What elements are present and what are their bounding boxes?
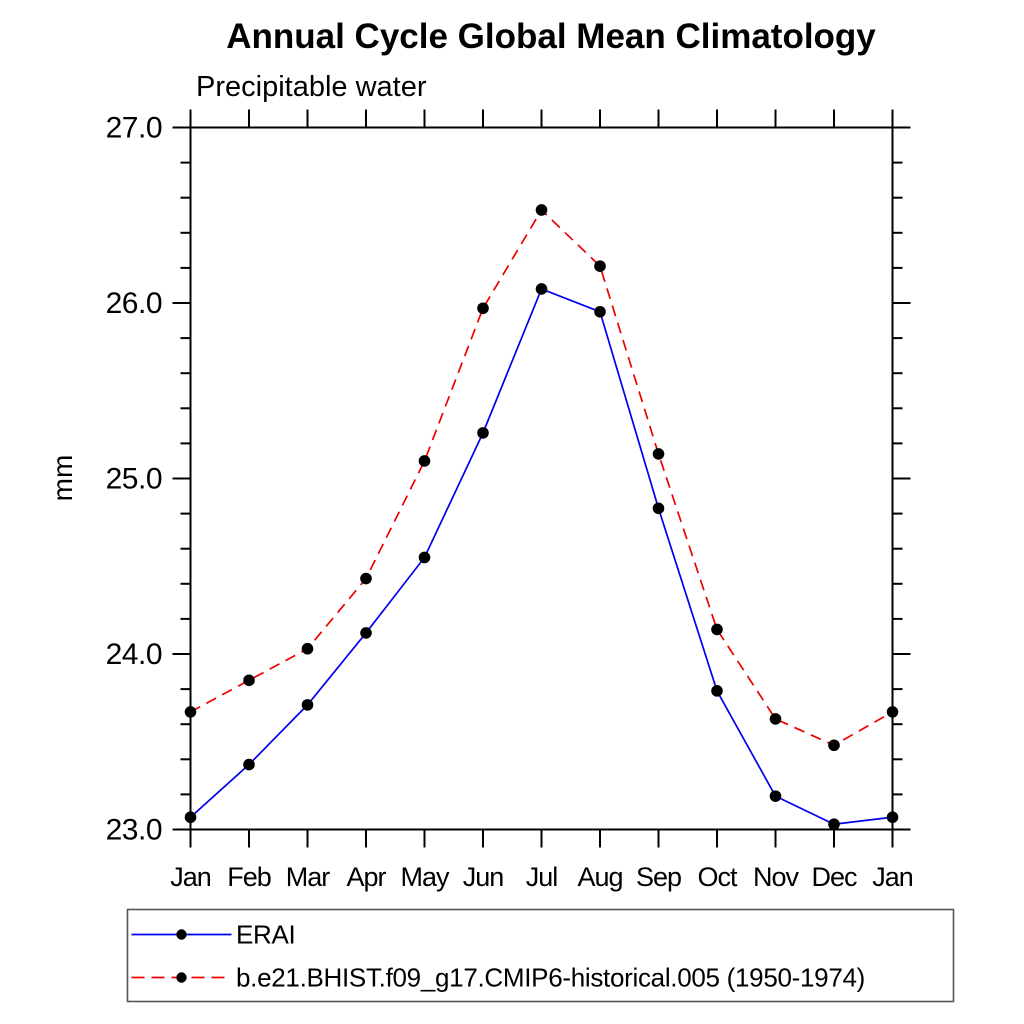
data-point-s0-Aug [594, 305, 606, 318]
x-tick-label: Jul [526, 862, 558, 892]
legend-box [126, 908, 955, 1003]
data-point-s1-Jul [535, 204, 548, 216]
data-point-s0-Sep [652, 502, 665, 515]
data-point-s1-Mar [301, 642, 314, 655]
legend-marker-0 [176, 929, 187, 940]
x-tick-label: Jan [872, 862, 913, 892]
data-point-s0-Nov [769, 790, 782, 802]
data-point-s0-May [418, 551, 431, 564]
data-point-s1-Jun [477, 302, 489, 315]
x-tick-label: Mar [286, 862, 331, 892]
x-tick-label: Aug [577, 862, 622, 892]
chart-title: Annual Cycle Global Mean Climatology [226, 17, 876, 56]
data-point-s0-Dec [828, 818, 840, 831]
x-tick-label: Nov [753, 862, 800, 892]
data-point-s0-Apr [360, 627, 372, 639]
data-point-s0-Oct [711, 685, 723, 697]
legend-label-1: b.e21.BHIST.f09_g17.CMIP6-historical.005… [236, 963, 865, 993]
x-tick-label: May [400, 862, 450, 892]
data-point-s1-Apr [360, 572, 372, 585]
data-point-s1-Nov [769, 713, 782, 725]
series-line-0 [189, 287, 893, 826]
chart-subtitle: Precipitable water [196, 71, 427, 103]
x-tick-label: Oct [697, 862, 738, 892]
y-tick-label: 24.0 [106, 638, 162, 671]
legend: ERAI b.e21.BHIST.f09_g17.CMIP6-historical… [126, 908, 955, 1003]
y-tick-label: 25.0 [106, 463, 162, 496]
x-tick-label: Sep [636, 862, 681, 892]
legend-marker-1 [176, 972, 187, 983]
data-point-s0-Jan [184, 811, 197, 824]
data-point-s0-Jul [535, 283, 548, 295]
axes: Jan Feb Mar Apr May Jun Jul Aug Sep Oct Nov Dec Jan 2… [106, 109, 914, 892]
y-tick-label: 26.0 [106, 287, 162, 320]
y-tick-label: 23.0 [106, 814, 162, 847]
data-point-s0-Feb [243, 758, 255, 771]
x-tick-label: Dec [811, 862, 857, 892]
data-point-s1-Oct [711, 623, 723, 636]
data-point-s0-Jan [886, 811, 899, 824]
data-point-s0-Mar [301, 699, 314, 711]
y-tick-label: 27.0 [106, 112, 162, 145]
data-point-s1-Dec [828, 739, 840, 752]
data-series [184, 204, 899, 831]
data-point-s1-Jan [886, 706, 899, 718]
y-axis-label: mm [47, 455, 78, 502]
legend-label-0: ERAI [236, 920, 295, 950]
data-point-s1-May [418, 455, 431, 467]
x-tick-label: Jan [170, 862, 211, 892]
data-point-s1-Aug [594, 260, 606, 272]
data-point-s1-Feb [243, 674, 255, 687]
data-point-s1-Sep [652, 448, 665, 460]
x-tick-label: Jun [463, 862, 504, 892]
x-tick-label: Apr [346, 862, 386, 892]
data-point-s1-Jan [184, 706, 197, 718]
x-tick-label: Feb [227, 862, 271, 892]
data-point-s0-Jun [477, 427, 489, 439]
